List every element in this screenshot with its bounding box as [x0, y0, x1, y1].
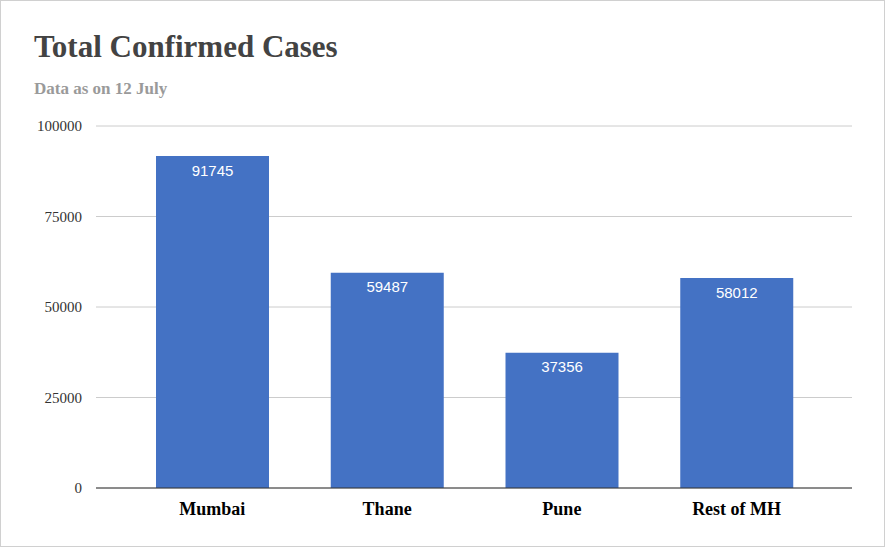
svg-text:59487: 59487 — [366, 278, 408, 295]
html-text:Data as on 12 July: Data as on 12 July — [34, 79, 168, 98]
svg-text:Mumbai: Mumbai — [179, 499, 245, 519]
svg-text:91745: 91745 — [192, 162, 234, 179]
svg-text:Rest of MH: Rest of MH — [692, 499, 781, 519]
svg-text:50000: 50000 — [45, 299, 83, 315]
svg-text:37356: 37356 — [541, 358, 583, 375]
svg-text:Thane: Thane — [363, 499, 412, 519]
svg-text:0: 0 — [75, 480, 83, 496]
svg-text:58012: 58012 — [716, 284, 758, 301]
svg-text:Pune: Pune — [542, 499, 581, 519]
svg-text:100000: 100000 — [37, 118, 82, 134]
html-text:Total Confirmed Cases: Total Confirmed Cases — [34, 29, 338, 64]
svg-text:25000: 25000 — [45, 390, 83, 406]
svg-text:75000: 75000 — [45, 209, 83, 225]
